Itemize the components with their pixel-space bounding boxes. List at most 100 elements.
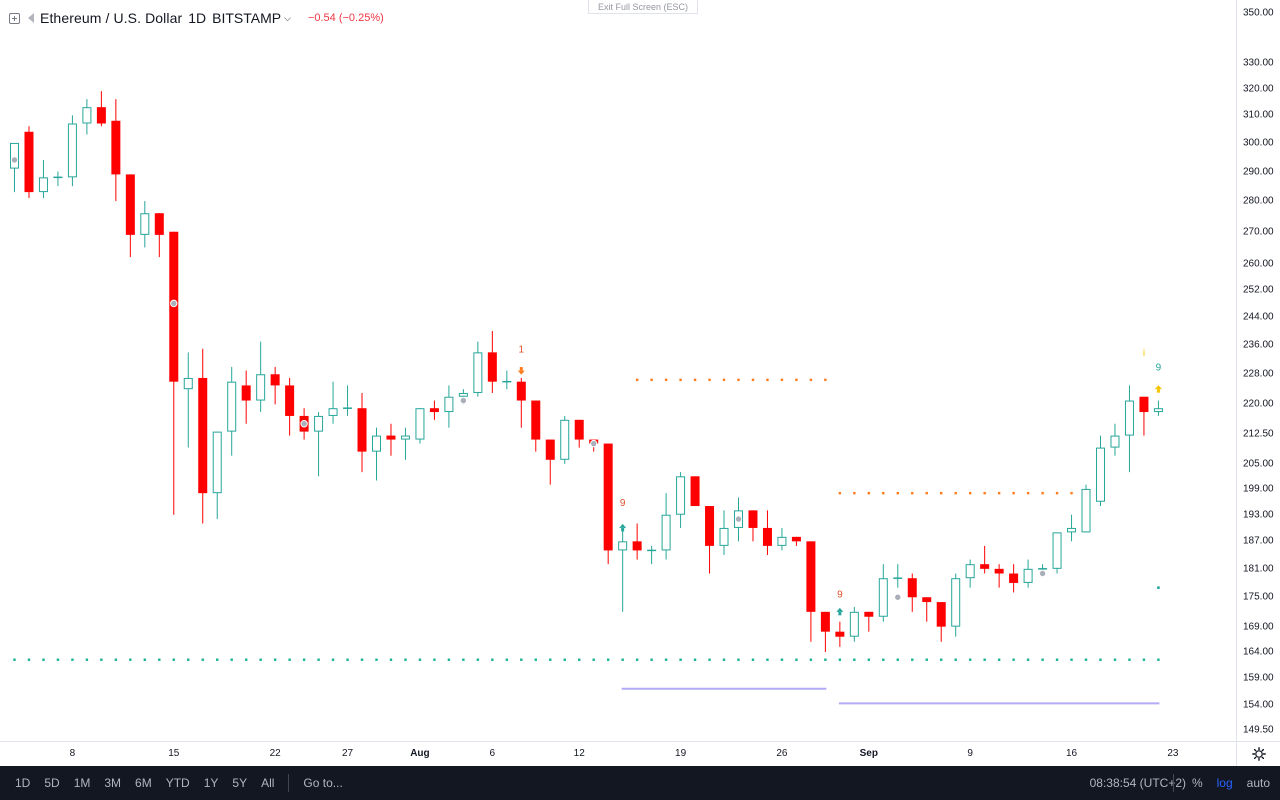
candle-body: [516, 381, 526, 401]
time-tick-label: 16: [1065, 748, 1078, 759]
candle-body: [705, 506, 715, 546]
candle-body: [1124, 400, 1134, 436]
candle-body: [791, 536, 801, 542]
trend-marker: [459, 396, 468, 405]
log-scale-button[interactable]: log: [1216, 776, 1233, 790]
candle-body: [676, 476, 686, 515]
exchange-label[interactable]: BITSTAMP: [212, 10, 282, 26]
level-dot: [911, 658, 914, 661]
level-dot: [679, 378, 682, 382]
level-dot: [650, 658, 653, 661]
symbol-legend: Ethereum / U.S. Dollar 1D BITSTAMP ⌵ −0.…: [9, 8, 384, 28]
count-label: 1: [519, 344, 525, 355]
level-dot: [722, 658, 726, 661]
price-tick-label: 310.00: [1243, 109, 1274, 121]
level-dot: [911, 491, 914, 495]
candle-body: [10, 142, 19, 169]
time-tick-label: Aug: [410, 748, 430, 759]
level-dot: [1012, 658, 1015, 661]
level-dot: [780, 658, 784, 661]
trend-marker: [1038, 569, 1047, 578]
level-dot: [882, 658, 885, 661]
level-dot: [824, 658, 827, 661]
level-dot: [1157, 658, 1160, 661]
percent-scale-button[interactable]: %: [1191, 776, 1203, 790]
range-ytd[interactable]: YTD: [165, 776, 190, 790]
expand-legend-icon[interactable]: [9, 12, 20, 24]
candle-body: [212, 431, 222, 494]
level-dot: [722, 378, 726, 382]
candle-body: [256, 374, 266, 401]
chevron-down-icon[interactable]: ⌵: [284, 12, 291, 23]
auto-scale-button[interactable]: auto: [1246, 776, 1270, 790]
range-3m[interactable]: 3M: [104, 776, 122, 790]
price-tick-label: 236.00: [1243, 339, 1274, 351]
range-all[interactable]: All: [261, 776, 275, 790]
level-dot: [795, 658, 798, 661]
goto-date-button[interactable]: Go to...: [303, 776, 343, 790]
candle-body: [1023, 568, 1033, 583]
price-tick-label: 149.50: [1243, 724, 1274, 736]
range-1d[interactable]: 1D: [15, 776, 31, 790]
candle-body: [719, 527, 729, 546]
level-dot: [853, 658, 856, 661]
level-dot: [925, 658, 928, 661]
price-axis[interactable]: 350.00 330.00 320.00 310.00 300.00 290.00 280.…: [1236, 0, 1280, 741]
level-dot: [635, 378, 639, 382]
level-dot: [693, 378, 697, 382]
candle-body: [632, 541, 642, 551]
arrow-up-icon: [838, 611, 842, 616]
level-dot: [360, 658, 364, 661]
level-dot: [983, 658, 986, 661]
level-dot: [954, 658, 957, 661]
trend-marker: [170, 299, 178, 308]
price-tick-label: 164.00: [1243, 646, 1274, 658]
price-tick-label: 187.00: [1243, 535, 1274, 547]
level-dot: [346, 658, 349, 661]
clock-display[interactable]: 08:38:54 (UTC+2): [1089, 776, 1186, 790]
time-tick-label: 22: [269, 748, 281, 759]
range-5y[interactable]: 5Y: [232, 776, 248, 790]
level-dot: [1012, 491, 1015, 495]
price-tick-label: 330.00: [1243, 57, 1274, 69]
level-dot: [737, 658, 740, 661]
level-dot: [418, 658, 422, 661]
level-dot: [71, 658, 74, 661]
trend-marker: [894, 593, 902, 601]
arrow-down-icon: [519, 367, 523, 371]
price-tick-label: 280.00: [1243, 195, 1274, 207]
level-dot: [114, 658, 118, 661]
candle-body: [647, 549, 657, 552]
candle-body: [1052, 532, 1062, 569]
exit-fullscreen-button[interactable]: Exit Full Screen (ESC): [588, 0, 698, 14]
candle-body: [878, 578, 888, 617]
level-dot: [273, 658, 277, 661]
candle-body: [545, 439, 555, 460]
range-1m[interactable]: 1M: [73, 776, 91, 790]
range-5d[interactable]: 5D: [44, 776, 60, 790]
level-dot: [331, 658, 335, 661]
candle-body: [777, 536, 787, 546]
time-axis[interactable]: 8 15 22 27 Aug 6 12 19 26 Sep 9 16 23: [0, 741, 1236, 766]
range-6m[interactable]: 6M: [135, 776, 152, 790]
candle-body: [1081, 488, 1091, 533]
gear-icon[interactable]: [1251, 747, 1266, 761]
range-1y[interactable]: 1Y: [203, 776, 219, 790]
level-dot: [201, 658, 204, 661]
candle-body: [183, 377, 193, 390]
level-dot: [1113, 658, 1117, 661]
level-dot: [867, 491, 871, 495]
candle-body: [67, 123, 77, 178]
candle-body: [690, 476, 700, 507]
interval-label[interactable]: 1D: [188, 10, 207, 26]
level-dot: [42, 658, 45, 661]
symbol-title[interactable]: Ethereum / U.S. Dollar: [40, 10, 183, 26]
bottom-toolbar: 1D 5D 1M 3M 6M YTD 1Y 5Y All Go to... 08…: [0, 766, 1280, 800]
chart-settings[interactable]: [1236, 741, 1280, 766]
candle-body: [1153, 408, 1163, 413]
candle-body: [357, 408, 367, 452]
candle-body: [661, 514, 671, 551]
level-dot: [1099, 658, 1102, 661]
